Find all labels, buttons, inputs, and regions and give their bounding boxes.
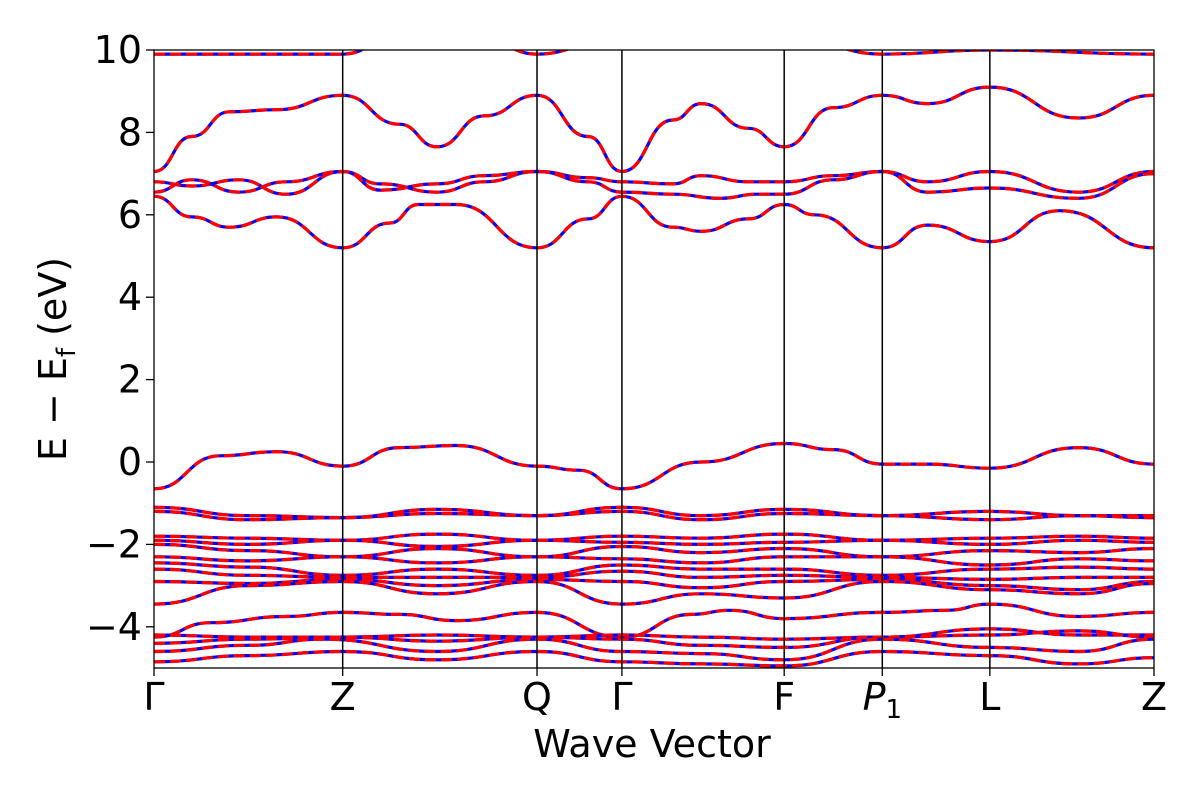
band-line-cb-3-dashed	[154, 169, 1154, 196]
y-tick-label: 4	[118, 275, 142, 319]
plot-frame	[153, 49, 1155, 669]
band-line-cb-4-dashed	[154, 85, 1154, 174]
band-line-vb-11-dashed	[154, 602, 1154, 639]
x-tick-label: L	[979, 675, 1000, 719]
x-tick-label: Γ	[143, 675, 164, 719]
band-line-cb-top-dashed	[154, 50, 1154, 56]
x-axis-label: Wave Vector	[533, 722, 771, 766]
x-axis: Γ Z Q Γ F P1 L Z	[143, 668, 1167, 725]
bands-group	[154, 50, 1154, 668]
y-tick-label: 6	[118, 193, 142, 237]
y-tick-label: 2	[118, 358, 142, 402]
band-line-vb-15-dashed	[154, 649, 1154, 668]
y-tick-label: −2	[86, 522, 142, 566]
band-line-vb-3-dashed	[154, 532, 1154, 542]
high-symmetry-lines	[341, 50, 991, 668]
band-line-vb-9-dashed	[154, 577, 1154, 592]
y-axis: 10 8 6 4 2 0 −2 −4	[86, 28, 154, 649]
y-axis-label: E − Ef (eV)	[31, 257, 82, 461]
x-tick-label: Γ	[611, 675, 632, 719]
band-line-vb-4-dashed	[154, 538, 1154, 549]
band-line-vb-5-dashed	[154, 542, 1154, 559]
band-line-vb-8-dashed	[154, 567, 1154, 582]
band-line-cb-2-dashed	[154, 169, 1154, 200]
y-tick-label: −4	[86, 605, 142, 649]
band-line-vb-13-dashed	[154, 629, 1154, 650]
band-line-vb-14-dashed	[154, 637, 1154, 662]
y-tick-label: 10	[94, 28, 142, 72]
x-tick-label: P1	[863, 675, 902, 725]
band-line-cb-1-solid	[154, 194, 1154, 250]
band-line-cb-1-dashed	[154, 194, 1154, 250]
x-tick-label: F	[773, 675, 795, 719]
band-line-vb-top-dashed	[154, 441, 1154, 491]
y-tick-label: 8	[118, 110, 142, 154]
x-tick-label: Z	[330, 675, 356, 719]
band-line-vb-11-solid	[154, 602, 1154, 639]
x-tick-label: Z	[1141, 675, 1167, 719]
band-line-vb-6-dashed	[154, 555, 1154, 567]
band-line-cb-4-solid	[154, 85, 1154, 174]
y-tick-label: 0	[118, 440, 142, 484]
x-tick-label: Q	[522, 675, 552, 719]
